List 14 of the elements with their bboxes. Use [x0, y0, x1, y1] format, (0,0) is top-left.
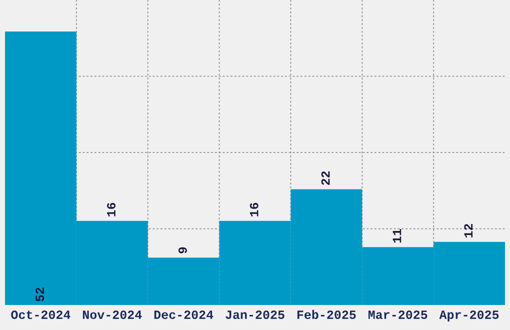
data-label: 11 — [392, 229, 402, 243]
data-label: 12 — [464, 224, 473, 238]
data-label: 52 — [36, 288, 44, 302]
data-label: 22 — [321, 171, 330, 185]
x-tick-label: Feb-2025 — [297, 310, 356, 320]
x-tick-label: Mar-2025 — [368, 310, 428, 320]
data-label: 16 — [250, 202, 258, 216]
x-tick-label: Dec-2024 — [154, 310, 214, 320]
x-tick-label: Jan-2025 — [226, 310, 284, 320]
data-label: 16 — [107, 202, 116, 216]
data-label: 9 — [178, 247, 187, 254]
x-tick-label: Oct-2024 — [11, 310, 70, 320]
x-tick-label: Apr-2025 — [439, 310, 499, 322]
x-tick-label: Nov-2024 — [82, 310, 142, 320]
